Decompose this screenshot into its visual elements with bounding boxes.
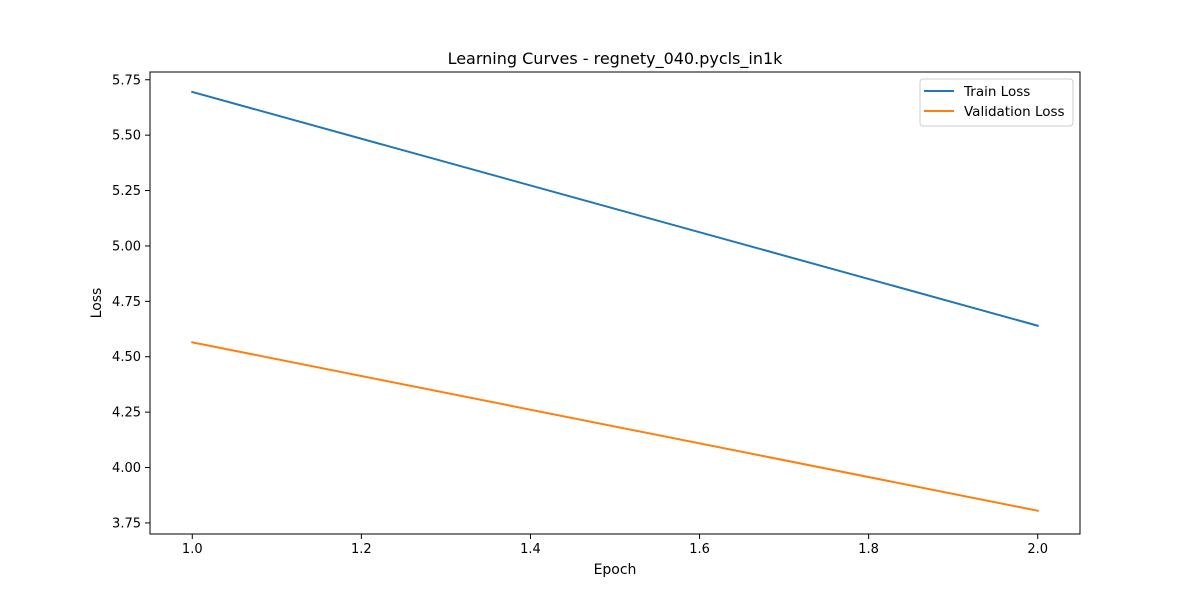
legend-label-0: Train Loss (963, 84, 1030, 100)
y-tick-label: 5.00 (112, 239, 141, 254)
y-tick-label: 5.50 (112, 129, 141, 144)
y-tick-label: 4.50 (112, 350, 141, 365)
x-tick-label: 1.2 (351, 542, 372, 557)
plot-area (191, 90, 1039, 512)
y-axis-label: Loss (89, 288, 105, 319)
series-line-0 (191, 90, 1039, 327)
chart-title: Learning Curves - regnety_040.pycls_in1k (448, 49, 784, 69)
y-tick-label: 3.75 (112, 516, 141, 531)
plot-frame (149, 71, 1081, 535)
x-tick-label: 1.6 (689, 542, 710, 557)
x-tick-label: 1.0 (182, 542, 203, 557)
y-tick-label: 5.25 (112, 184, 141, 199)
y-tick-label: 5.75 (112, 73, 141, 88)
legend: Train Loss Validation Loss (919, 78, 1074, 127)
axes: 1.0 1.2 1.4 1.6 1.8 2.0 3.75 4.00 4.25 4.50 4.75 5.… (112, 71, 1081, 557)
x-tick-label: 1.8 (858, 542, 879, 557)
legend-label-1: Validation Loss (964, 104, 1065, 120)
y-tick-label: 4.25 (112, 406, 141, 421)
legend-box (919, 78, 1074, 127)
y-tick-label: 4.00 (112, 461, 141, 476)
x-axis-label: Epoch (594, 562, 637, 578)
x-tick-label: 2.0 (1027, 542, 1048, 557)
x-tick-label: 1.4 (520, 542, 541, 557)
y-tick-label: 4.75 (112, 295, 141, 310)
series-line-1 (191, 341, 1039, 512)
